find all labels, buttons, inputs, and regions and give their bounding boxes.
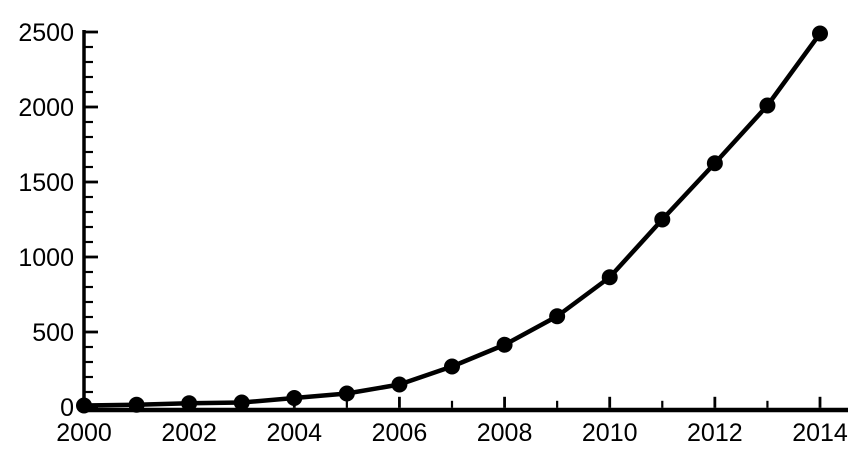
data-point-marker [759,97,776,114]
data-point-marker [601,269,618,286]
x-tick-label: 2008 [477,419,533,447]
data-point-marker [181,395,198,412]
x-tick-label: 2004 [266,419,322,447]
y-tick-label: 500 [32,319,74,347]
x-tick-label: 2012 [687,419,743,447]
data-point-marker [496,336,513,353]
data-point-marker [338,385,355,402]
x-tick-label: 2014 [792,419,848,447]
x-tick-label: 2006 [372,419,428,447]
x-tick-label: 2010 [582,419,638,447]
data-point-marker [706,155,723,172]
data-point-marker [128,396,145,413]
x-tick-label: 2000 [56,419,112,447]
data-point-marker [654,211,671,228]
data-point-marker [444,358,460,375]
y-tick-label: 2000 [18,94,74,122]
data-series-line [81,31,823,408]
data-point-marker [812,25,828,42]
data-point-marker [286,390,303,406]
x-tick-label: 2002 [161,419,217,447]
data-point-marker [76,397,92,414]
y-tick-label: 1500 [18,169,74,197]
y-tick-label: 2500 [18,19,74,47]
data-point-marker [233,394,250,411]
data-point-marker [549,308,566,325]
y-tick-label: 0 [60,394,74,422]
y-tick-label: 1000 [18,244,74,272]
data-point-marker [391,376,408,393]
